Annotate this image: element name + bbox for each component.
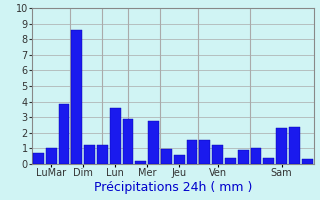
- Bar: [46, 148, 57, 164]
- Bar: [263, 158, 274, 164]
- Bar: [187, 140, 197, 164]
- Bar: [238, 150, 249, 164]
- Bar: [71, 30, 82, 164]
- Bar: [110, 108, 121, 164]
- Bar: [276, 128, 287, 164]
- Bar: [174, 155, 185, 164]
- Bar: [212, 145, 223, 164]
- Bar: [199, 140, 210, 164]
- Bar: [33, 153, 44, 164]
- Bar: [302, 159, 313, 164]
- Bar: [97, 144, 108, 164]
- Bar: [84, 144, 95, 164]
- Bar: [135, 161, 146, 164]
- Bar: [59, 104, 69, 164]
- Bar: [251, 148, 261, 164]
- X-axis label: Précipitations 24h ( mm ): Précipitations 24h ( mm ): [94, 181, 252, 194]
- Bar: [161, 149, 172, 164]
- Bar: [225, 158, 236, 164]
- Bar: [123, 119, 133, 164]
- Bar: [148, 121, 159, 164]
- Bar: [289, 127, 300, 164]
